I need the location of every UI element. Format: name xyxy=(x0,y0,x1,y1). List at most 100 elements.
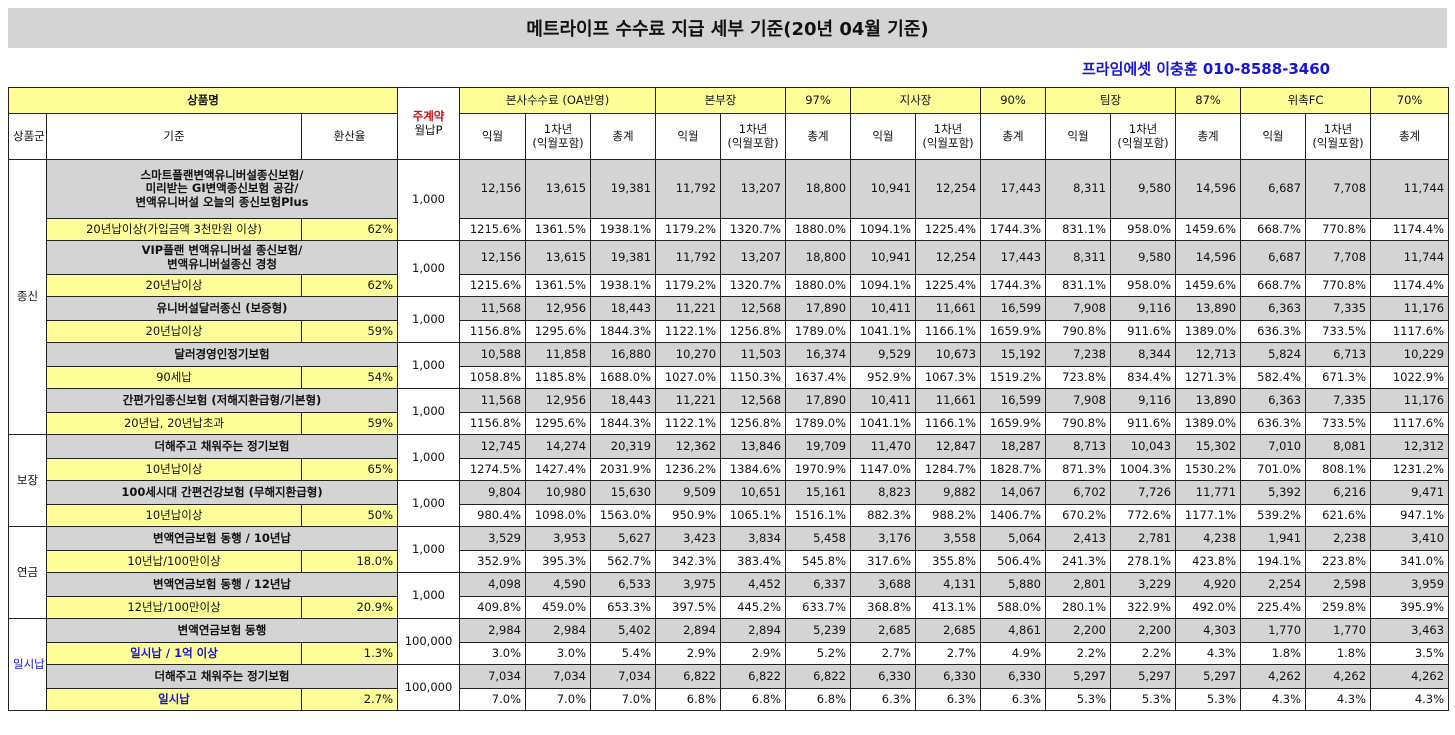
commission-amount: 10,941 xyxy=(850,240,917,275)
commission-percent: 459.0% xyxy=(525,596,592,619)
commission-percent: 1094.1% xyxy=(850,274,917,297)
commission-percent: 317.6% xyxy=(850,550,917,573)
commission-amount: 9,882 xyxy=(915,480,982,505)
commission-amount: 7,335 xyxy=(1305,296,1372,321)
commission-amount: 2,254 xyxy=(1240,572,1307,597)
commission-amount: 5,297 xyxy=(1175,664,1242,689)
commission-amount: 4,303 xyxy=(1175,618,1242,643)
commission-percent: 808.1% xyxy=(1305,458,1372,481)
criteria: 20년납이상(가입금액 3천만원 이상) xyxy=(46,218,302,241)
commission-percent: 1147.0% xyxy=(850,458,917,481)
conversion-rate: 59% xyxy=(300,412,399,435)
commission-percent: 733.5% xyxy=(1305,412,1372,435)
commission-amount: 4,861 xyxy=(980,618,1047,643)
commission-amount: 6,330 xyxy=(980,664,1047,689)
commission-amount: 12,156 xyxy=(459,240,527,275)
commission-percent: 1970.9% xyxy=(785,458,852,481)
commission-amount: 10,229 xyxy=(1370,342,1450,367)
commission-amount: 12,568 xyxy=(720,388,787,413)
commission-percent: 3.0% xyxy=(459,642,527,665)
conversion-rate: 62% xyxy=(300,274,399,297)
commission-percent: 4.3% xyxy=(1305,688,1372,711)
commission-amount: 9,580 xyxy=(1110,240,1177,275)
product-name: 변액연금보험 동행 / 12년납 xyxy=(45,572,399,597)
commission-percent: 409.8% xyxy=(459,596,527,619)
commission-amount: 11,221 xyxy=(655,296,722,321)
commission-percent: 241.3% xyxy=(1045,550,1112,573)
commission-percent: 1.8% xyxy=(1305,642,1372,665)
commission-amount: 18,287 xyxy=(980,434,1047,459)
header-group-pct: 87% xyxy=(1175,87,1242,114)
commission-amount: 6,687 xyxy=(1240,159,1307,219)
criteria: 일시납 xyxy=(46,688,302,711)
commission-percent: 668.7% xyxy=(1240,274,1307,297)
header-sub: 총계 xyxy=(590,113,657,160)
commission-amount: 6,330 xyxy=(915,664,982,689)
commission-amount: 11,221 xyxy=(655,388,722,413)
commission-percent: 1938.1% xyxy=(590,218,657,241)
commission-amount: 4,131 xyxy=(915,572,982,597)
commission-amount: 4,098 xyxy=(459,572,527,597)
commission-percent: 1789.0% xyxy=(785,320,852,343)
commission-amount: 3,688 xyxy=(850,572,917,597)
commission-amount: 12,745 xyxy=(459,434,527,459)
commission-amount: 6,822 xyxy=(655,664,722,689)
commission-amount: 10,673 xyxy=(915,342,982,367)
commission-percent: 1.8% xyxy=(1240,642,1307,665)
commission-percent: 1563.0% xyxy=(590,504,657,527)
commission-amount: 8,823 xyxy=(850,480,917,505)
category-label: 연금 xyxy=(8,526,47,619)
commission-amount: 4,262 xyxy=(1370,664,1450,689)
commission-percent: 1041.1% xyxy=(850,412,917,435)
commission-percent: 1098.0% xyxy=(525,504,592,527)
header-sub: 익월 xyxy=(1240,113,1307,160)
commission-amount: 20,319 xyxy=(590,434,657,459)
commission-amount: 10,270 xyxy=(655,342,722,367)
commission-percent: 1027.0% xyxy=(655,366,722,389)
commission-percent: 653.3% xyxy=(590,596,657,619)
commission-percent: 4.3% xyxy=(1175,642,1242,665)
commission-percent: 1516.1% xyxy=(785,504,852,527)
commission-percent: 1166.1% xyxy=(915,320,982,343)
commission-percent: 1389.0% xyxy=(1175,412,1242,435)
commission-percent: 723.8% xyxy=(1045,366,1112,389)
commission-percent: 1117.6% xyxy=(1370,412,1450,435)
commission-percent: 1519.2% xyxy=(980,366,1047,389)
commission-amount: 6,687 xyxy=(1240,240,1307,275)
commission-percent: 2.7% xyxy=(850,642,917,665)
commission-amount: 4,262 xyxy=(1240,664,1307,689)
commission-percent: 1122.1% xyxy=(655,412,722,435)
commission-amount: 7,726 xyxy=(1110,480,1177,505)
commission-amount: 15,161 xyxy=(785,480,852,505)
criteria: 20년납이상 xyxy=(46,274,302,297)
commission-amount: 8,081 xyxy=(1305,434,1372,459)
commission-amount: 7,908 xyxy=(1045,296,1112,321)
commission-percent: 2.2% xyxy=(1110,642,1177,665)
commission-amount: 19,381 xyxy=(590,159,657,219)
monthly-premium: 1,000 xyxy=(397,480,461,527)
commission-amount: 9,116 xyxy=(1110,296,1177,321)
commission-percent: 636.3% xyxy=(1240,412,1307,435)
header-group-pct: 90% xyxy=(980,87,1047,114)
commission-amount: 14,067 xyxy=(980,480,1047,505)
commission-amount: 6,533 xyxy=(590,572,657,597)
commission-percent: 1844.3% xyxy=(590,412,657,435)
header-sub: 1차년 (익월포함) xyxy=(1110,113,1177,160)
commission-amount: 5,392 xyxy=(1240,480,1307,505)
category-label: 보장 xyxy=(8,434,47,527)
criteria: 10년납/100만이상 xyxy=(46,550,302,573)
commission-amount: 10,043 xyxy=(1110,434,1177,459)
commission-amount: 16,374 xyxy=(785,342,852,367)
commission-percent: 911.6% xyxy=(1110,412,1177,435)
commission-percent: 588.0% xyxy=(980,596,1047,619)
commission-amount: 14,596 xyxy=(1175,159,1242,219)
commission-amount: 10,588 xyxy=(459,342,527,367)
commission-amount: 12,713 xyxy=(1175,342,1242,367)
commission-amount: 2,801 xyxy=(1045,572,1112,597)
category-label: 종신 xyxy=(8,159,47,435)
commission-amount: 10,651 xyxy=(720,480,787,505)
commission-percent: 223.8% xyxy=(1305,550,1372,573)
commission-percent: 1530.2% xyxy=(1175,458,1242,481)
header-group-name: 본부장 xyxy=(655,87,787,114)
commission-amount: 6,713 xyxy=(1305,342,1372,367)
